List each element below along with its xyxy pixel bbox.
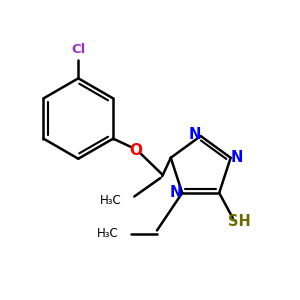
- Text: SH: SH: [228, 214, 250, 229]
- Text: N: N: [170, 185, 182, 200]
- Text: H₃C: H₃C: [100, 194, 122, 207]
- Text: Cl: Cl: [71, 43, 85, 56]
- Text: O: O: [130, 142, 142, 158]
- Text: H₃C: H₃C: [97, 227, 118, 240]
- Text: N: N: [188, 127, 201, 142]
- Text: N: N: [231, 150, 243, 165]
